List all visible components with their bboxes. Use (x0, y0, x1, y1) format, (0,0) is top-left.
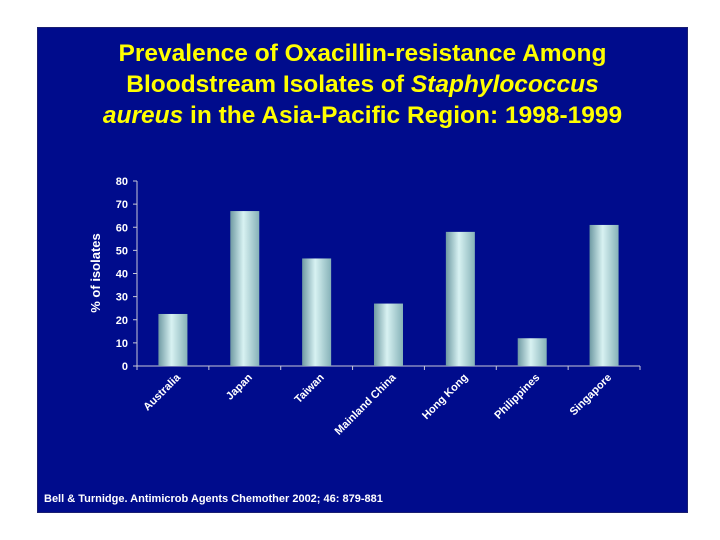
x-tick-label: Australia (141, 371, 183, 413)
citation: Bell & Turnidge. Antimicrob Agents Chemo… (44, 493, 383, 505)
y-tick-label: 50 (116, 245, 128, 257)
bar-chart: 0 10 20 30 40 50 60 70 80 Australia Japan Taiwan Mai… (88, 176, 641, 438)
title-line-1: Prevalence of Oxacillin-resistance Among (118, 40, 607, 67)
title-line-3-italic: aureus (102, 102, 184, 129)
bar-taiwan (302, 258, 332, 366)
title-line-2-prefix: Bloodstream Isolates of (126, 71, 411, 98)
title-line-3: aureus in the Asia-Pacific Region: 1998-… (38, 100, 687, 131)
bar-singapore (589, 224, 619, 366)
y-tick-label: 0 (122, 361, 128, 373)
bar-japan (230, 211, 260, 366)
x-tick-label: Singapore (568, 372, 615, 419)
x-tick-label: Hong Kong (420, 372, 470, 422)
bar-philippines (517, 338, 547, 366)
x-tick-label: Taiwan (292, 371, 326, 405)
title-line-3-suffix: in the Asia-Pacific Region: 1998-1999 (183, 102, 623, 129)
bar-mainland-china (374, 303, 403, 366)
slide-background: Prevalence of Oxacillin-resistance Among… (37, 27, 688, 513)
y-tick-label: 20 (116, 315, 128, 327)
chart-title: Prevalence of Oxacillin-resistance Among… (38, 38, 687, 131)
bar-hong-kong (445, 231, 475, 366)
x-tick-label: Mainland China (333, 371, 400, 438)
x-tick-label: Japan (224, 371, 255, 402)
y-tick-label: 70 (116, 199, 128, 211)
y-tick-label: 30 (116, 292, 128, 304)
x-tick-label: Philippines (492, 372, 542, 422)
y-tick-label: 10 (116, 338, 128, 350)
y-axis-title: % of isolates (88, 233, 103, 312)
title-line-2: Bloodstream Isolates of Staphylococcus (38, 69, 687, 100)
y-tick-label: 60 (116, 222, 128, 234)
title-line-2-italic: Staphylococcus (410, 71, 599, 98)
y-tick-label: 80 (116, 176, 128, 188)
y-tick-label: 40 (116, 269, 128, 281)
bar-australia (158, 313, 188, 366)
